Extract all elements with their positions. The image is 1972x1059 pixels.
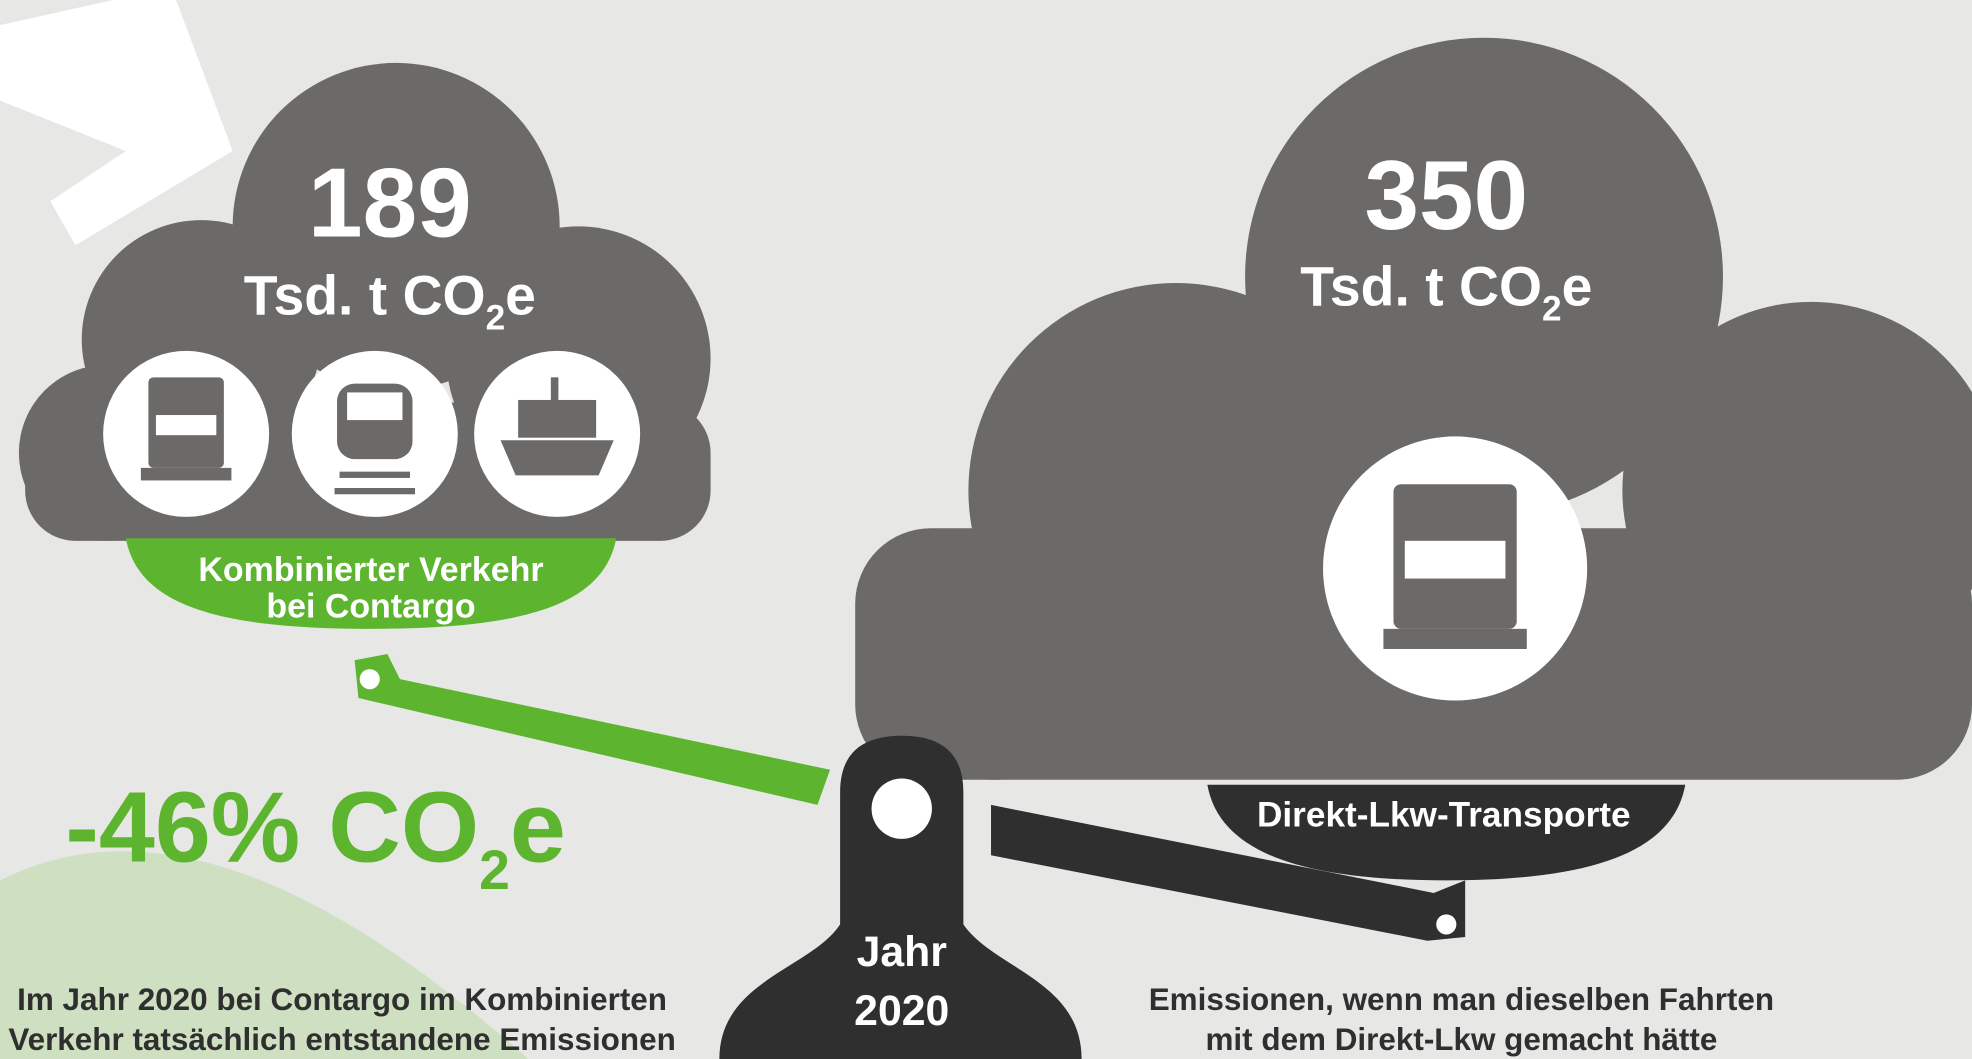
right-caption: mit dem Direkt-Lkw gemacht hätte bbox=[1205, 1022, 1717, 1057]
right-label-box bbox=[1207, 784, 1686, 881]
train-icon bbox=[291, 350, 458, 517]
lever-joint bbox=[359, 669, 380, 690]
pivot bbox=[719, 735, 1082, 1059]
pivot-label: Jahr bbox=[857, 928, 947, 976]
right-value: 350 bbox=[1364, 140, 1528, 250]
reduction: -46% CO2e bbox=[65, 772, 566, 902]
right-caption: Emissionen, wenn man dieselben Fahrten bbox=[1149, 982, 1774, 1017]
left-label-box bbox=[125, 538, 617, 629]
green-lever bbox=[354, 654, 831, 805]
left-caption: Verkehr tatsächlich entstandene Emission… bbox=[8, 1022, 675, 1057]
left-label: bei Contargo bbox=[266, 588, 475, 626]
dark-lever bbox=[991, 804, 1466, 941]
green-blob bbox=[0, 851, 529, 1059]
pivot-hole bbox=[871, 778, 932, 839]
right-unit: Tsd. t CO2e bbox=[1300, 256, 1592, 329]
left-label: Kombinierter Verkehr bbox=[198, 551, 543, 589]
right-label: Direkt-Lkw-Transporte bbox=[1257, 795, 1631, 834]
truck-icon bbox=[1323, 436, 1588, 701]
left-unit: Tsd. t CO2e bbox=[244, 264, 536, 337]
ship-icon bbox=[474, 350, 641, 517]
truck-icon bbox=[103, 350, 270, 517]
arrow bbox=[0, 0, 233, 246]
lever-joint bbox=[1436, 914, 1457, 935]
left-value: 189 bbox=[308, 147, 472, 257]
left-caption: Im Jahr 2020 bei Contargo im Kombinierte… bbox=[17, 982, 667, 1017]
pivot-label: 2020 bbox=[854, 987, 949, 1035]
